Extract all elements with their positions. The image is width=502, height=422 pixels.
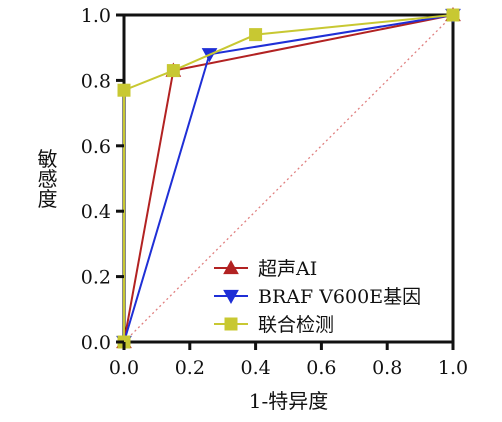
data-point — [249, 28, 263, 42]
legend-label: BRAF V600E基因 — [258, 286, 421, 308]
x-tick-label: 0.2 — [175, 357, 205, 379]
legend-label: 超声AI — [258, 258, 317, 280]
x-tick-label: 0.6 — [306, 357, 336, 379]
x-tick-label: 0.0 — [109, 357, 139, 379]
x-tick-label: 0.4 — [240, 357, 270, 379]
y-axis-ticks: 0.0 0.2 0.4 0.6 0.8 1.0 — [81, 5, 124, 354]
y-tick-label: 0.0 — [81, 332, 111, 354]
y-tick-label: 0.6 — [81, 136, 111, 158]
reference-diagonal — [123, 14, 454, 343]
x-tick-label: 0.8 — [372, 357, 402, 379]
x-axis-ticks: 0.0 0.2 0.4 0.6 0.8 1.0 — [109, 342, 468, 379]
y-tick-label: 0.4 — [81, 201, 111, 223]
legend-item: 超声AI — [214, 258, 317, 280]
legend-item: BRAF V600E基因 — [214, 286, 421, 308]
y-axis-label: 敏感度 — [34, 148, 58, 208]
data-point — [224, 317, 238, 331]
data-point — [117, 83, 131, 97]
legend-label: 联合检测 — [258, 314, 334, 336]
data-point — [223, 289, 239, 305]
y-tick-label: 0.2 — [81, 267, 111, 289]
series-group — [116, 6, 461, 351]
legend-item: 联合检测 — [214, 314, 334, 336]
data-point — [223, 259, 239, 275]
series-square — [117, 8, 460, 349]
y-tick-label: 0.8 — [81, 70, 111, 92]
diagonal-line — [123, 14, 454, 343]
x-tick-label: 1.0 — [438, 357, 468, 379]
data-point — [446, 8, 460, 22]
y-tick-label: 1.0 — [81, 5, 111, 27]
data-point — [166, 64, 180, 78]
x-axis-label: 1-特异度 — [249, 389, 328, 413]
